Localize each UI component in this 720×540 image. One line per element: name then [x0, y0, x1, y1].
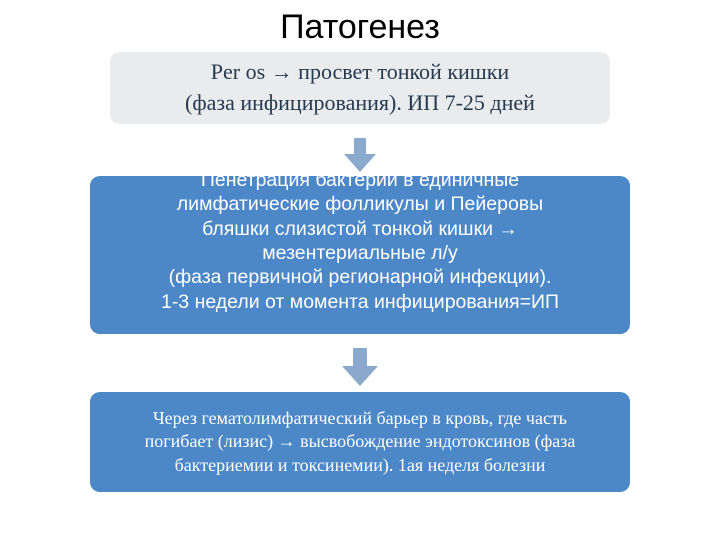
arrow-1 [0, 138, 720, 172]
flow-box-3-l3: бактериемии и токсинемии). 1ая неделя бо… [175, 454, 546, 477]
flow-box-2-l6: 1-3 недели от момента инфицирования=ИП [161, 290, 559, 314]
slide: Патогенез Per os → просвет тонкой кишки … [0, 0, 720, 540]
flow-box-3: Через гематолимфатический барьер в кровь… [90, 392, 630, 492]
flow-box-1: Per os → просвет тонкой кишки (фаза инфи… [110, 52, 610, 124]
flow-box-2-l1: Пенетрация бактерий в единичные [161, 176, 559, 192]
arrow-down-icon [342, 138, 378, 172]
flow-box-2-l5: (фаза первичной регионарной инфекции). [161, 265, 559, 289]
flow-box-2-l3: бляшки слизистой тонкой кишки → [161, 217, 559, 241]
flow-box-2-l2: лимфатические фолликулы и Пейеровы [161, 192, 559, 216]
slide-title: Патогенез [0, 8, 720, 47]
flow-box-1-line2: (фаза инфицирования). ИП 7-25 дней [185, 89, 535, 118]
flow-box-2-inner: Пенетрация бактерий в единичные лимфатич… [161, 176, 559, 314]
arrow-2 [0, 348, 720, 386]
flow-box-3-l2: погибает (лизис) → высвобождение эндоток… [145, 430, 576, 453]
flow-box-2-l4: мезентериальные л/у [161, 241, 559, 265]
flow-box-2: Пенетрация бактерий в единичные лимфатич… [90, 176, 630, 334]
flow-box-1-line1: Per os → просвет тонкой кишки [211, 58, 509, 87]
flow-box-3-l1: Через гематолимфатический барьер в кровь… [153, 407, 567, 430]
arrow-down-icon [340, 348, 380, 386]
